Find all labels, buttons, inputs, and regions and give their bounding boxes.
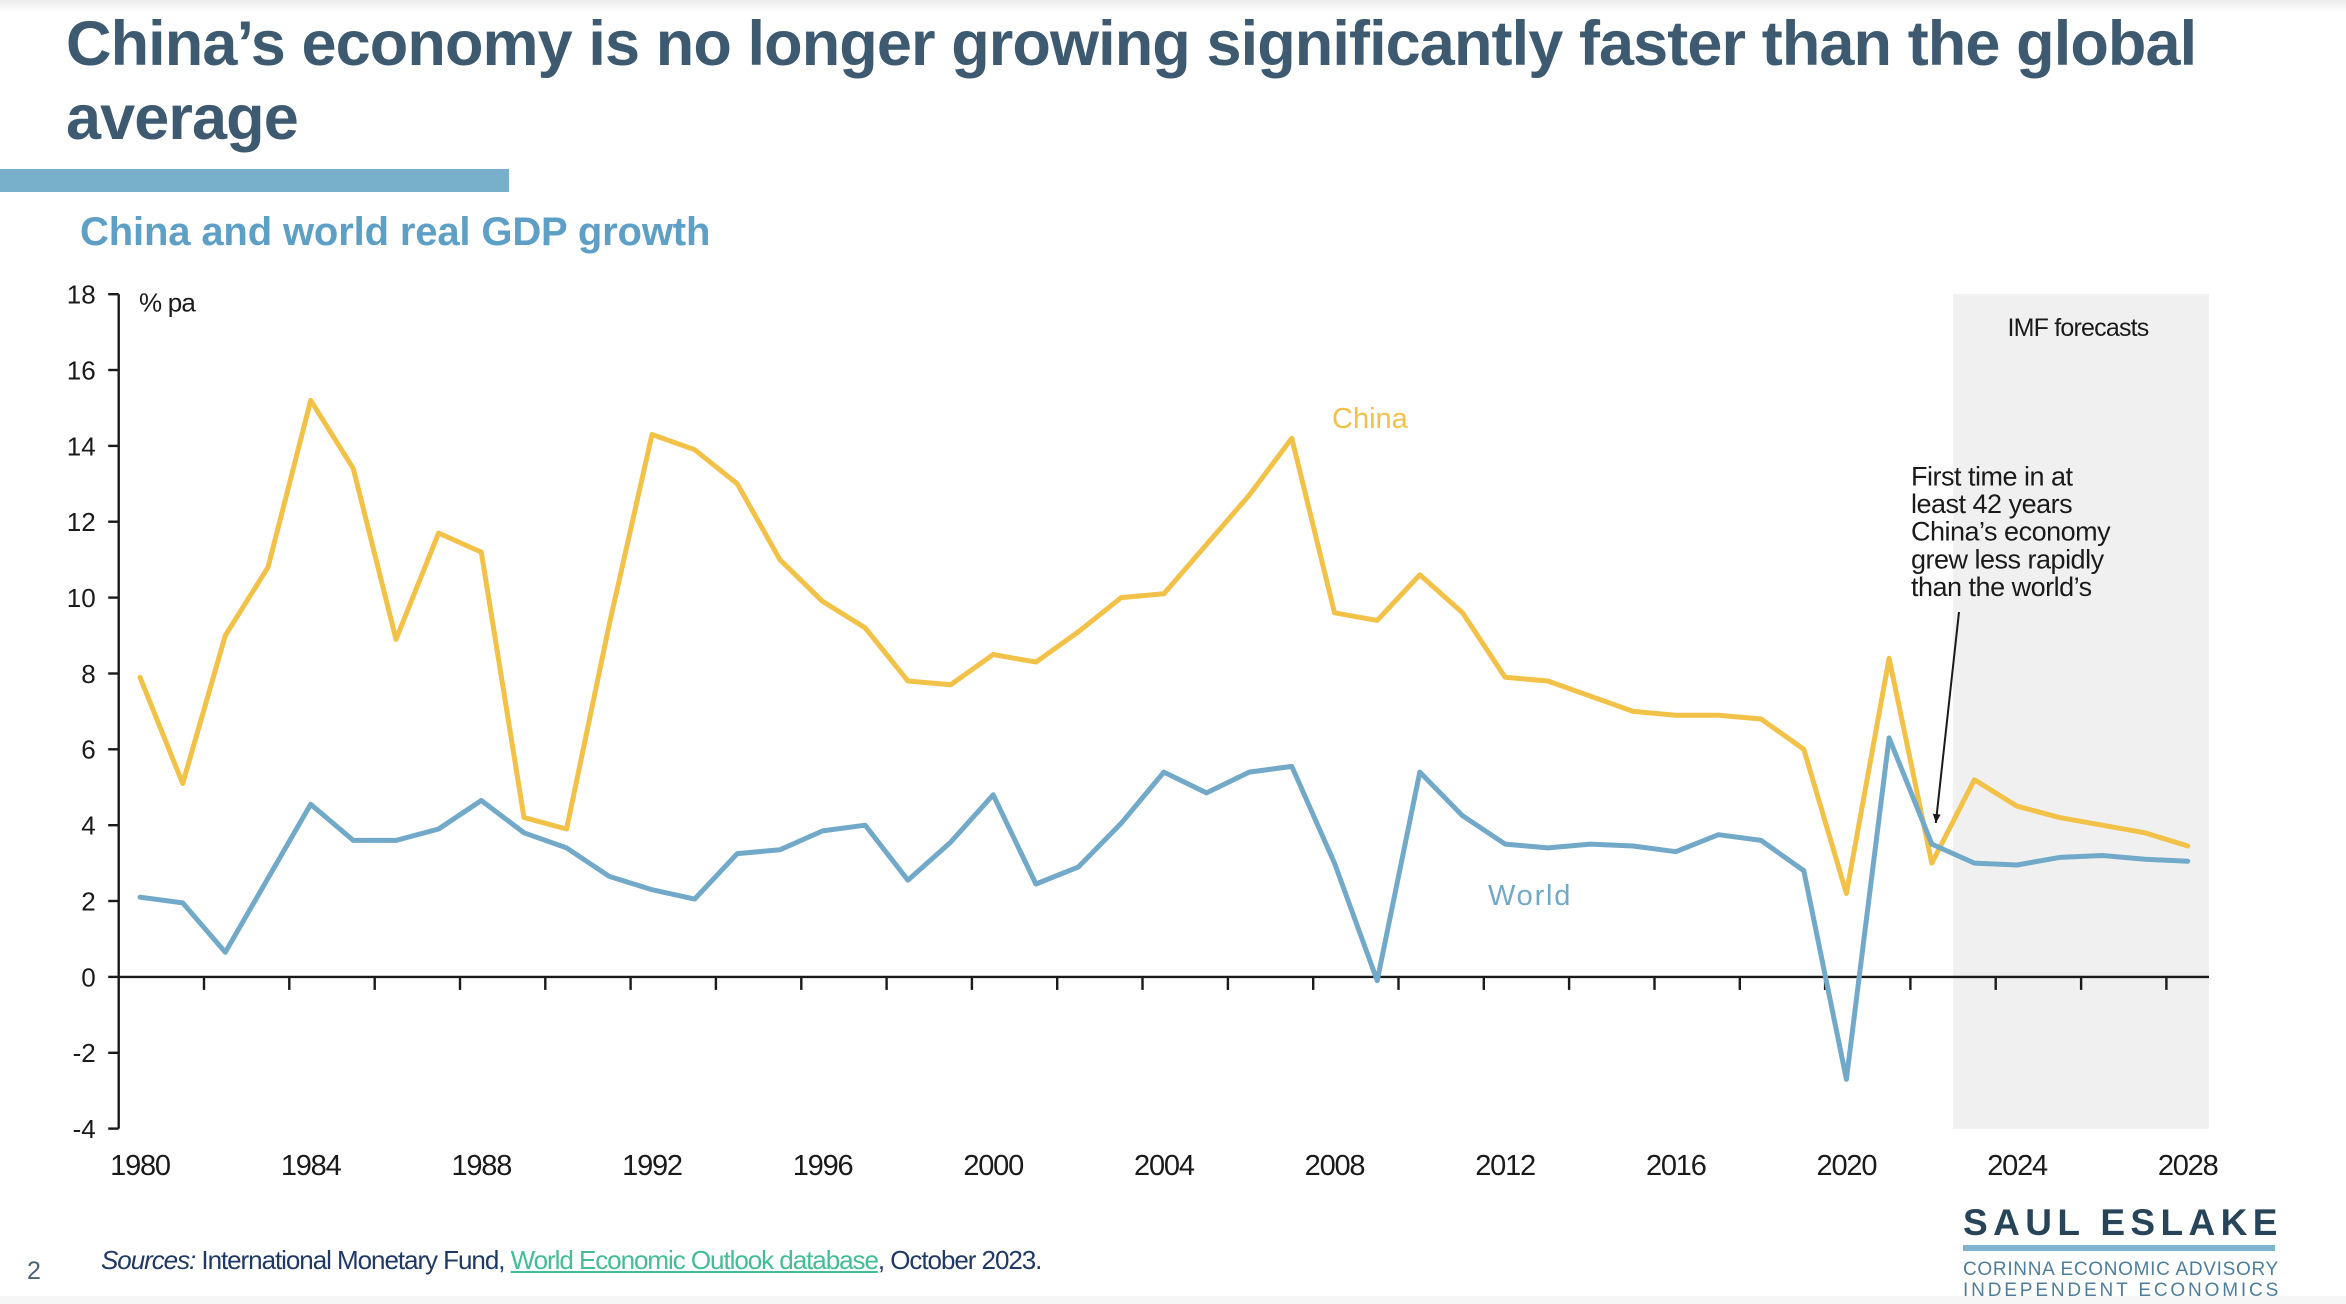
svg-text:grew less rapidly: grew less rapidly xyxy=(1911,544,2105,574)
svg-text:4: 4 xyxy=(81,811,95,841)
svg-text:than the world’s: than the world’s xyxy=(1911,572,2092,602)
svg-text:2004: 2004 xyxy=(1134,1150,1195,1182)
svg-text:1980: 1980 xyxy=(110,1150,170,1182)
svg-text:8: 8 xyxy=(81,659,95,689)
svg-text:-2: -2 xyxy=(73,1038,96,1068)
svg-text:2008: 2008 xyxy=(1305,1150,1365,1182)
svg-text:least 42 years: least 42 years xyxy=(1911,489,2072,519)
svg-text:18: 18 xyxy=(67,280,96,310)
svg-text:12: 12 xyxy=(67,507,96,537)
svg-text:6: 6 xyxy=(81,735,95,765)
svg-text:2020: 2020 xyxy=(1817,1150,1877,1182)
svg-text:World: World xyxy=(1488,880,1572,912)
svg-text:0: 0 xyxy=(81,962,95,992)
svg-text:1988: 1988 xyxy=(451,1150,511,1182)
svg-text:% pa: % pa xyxy=(139,288,196,318)
svg-text:2: 2 xyxy=(81,886,95,916)
svg-text:14: 14 xyxy=(67,431,96,461)
svg-text:2012: 2012 xyxy=(1475,1150,1535,1182)
svg-text:IMF forecasts: IMF forecasts xyxy=(2007,314,2148,342)
svg-text:1984: 1984 xyxy=(281,1150,342,1182)
svg-text:1996: 1996 xyxy=(793,1150,853,1182)
svg-text:2000: 2000 xyxy=(963,1150,1023,1182)
svg-text:China’s economy: China’s economy xyxy=(1911,517,2111,547)
svg-text:1992: 1992 xyxy=(622,1150,682,1182)
svg-text:16: 16 xyxy=(67,355,96,385)
svg-text:2028: 2028 xyxy=(2158,1150,2218,1182)
svg-text:2016: 2016 xyxy=(1646,1150,1706,1182)
svg-text:10: 10 xyxy=(67,583,96,613)
svg-text:-4: -4 xyxy=(73,1114,96,1144)
svg-text:2024: 2024 xyxy=(1987,1150,2048,1182)
svg-text:First time in at: First time in at xyxy=(1911,462,2074,492)
svg-text:China: China xyxy=(1332,403,1409,435)
